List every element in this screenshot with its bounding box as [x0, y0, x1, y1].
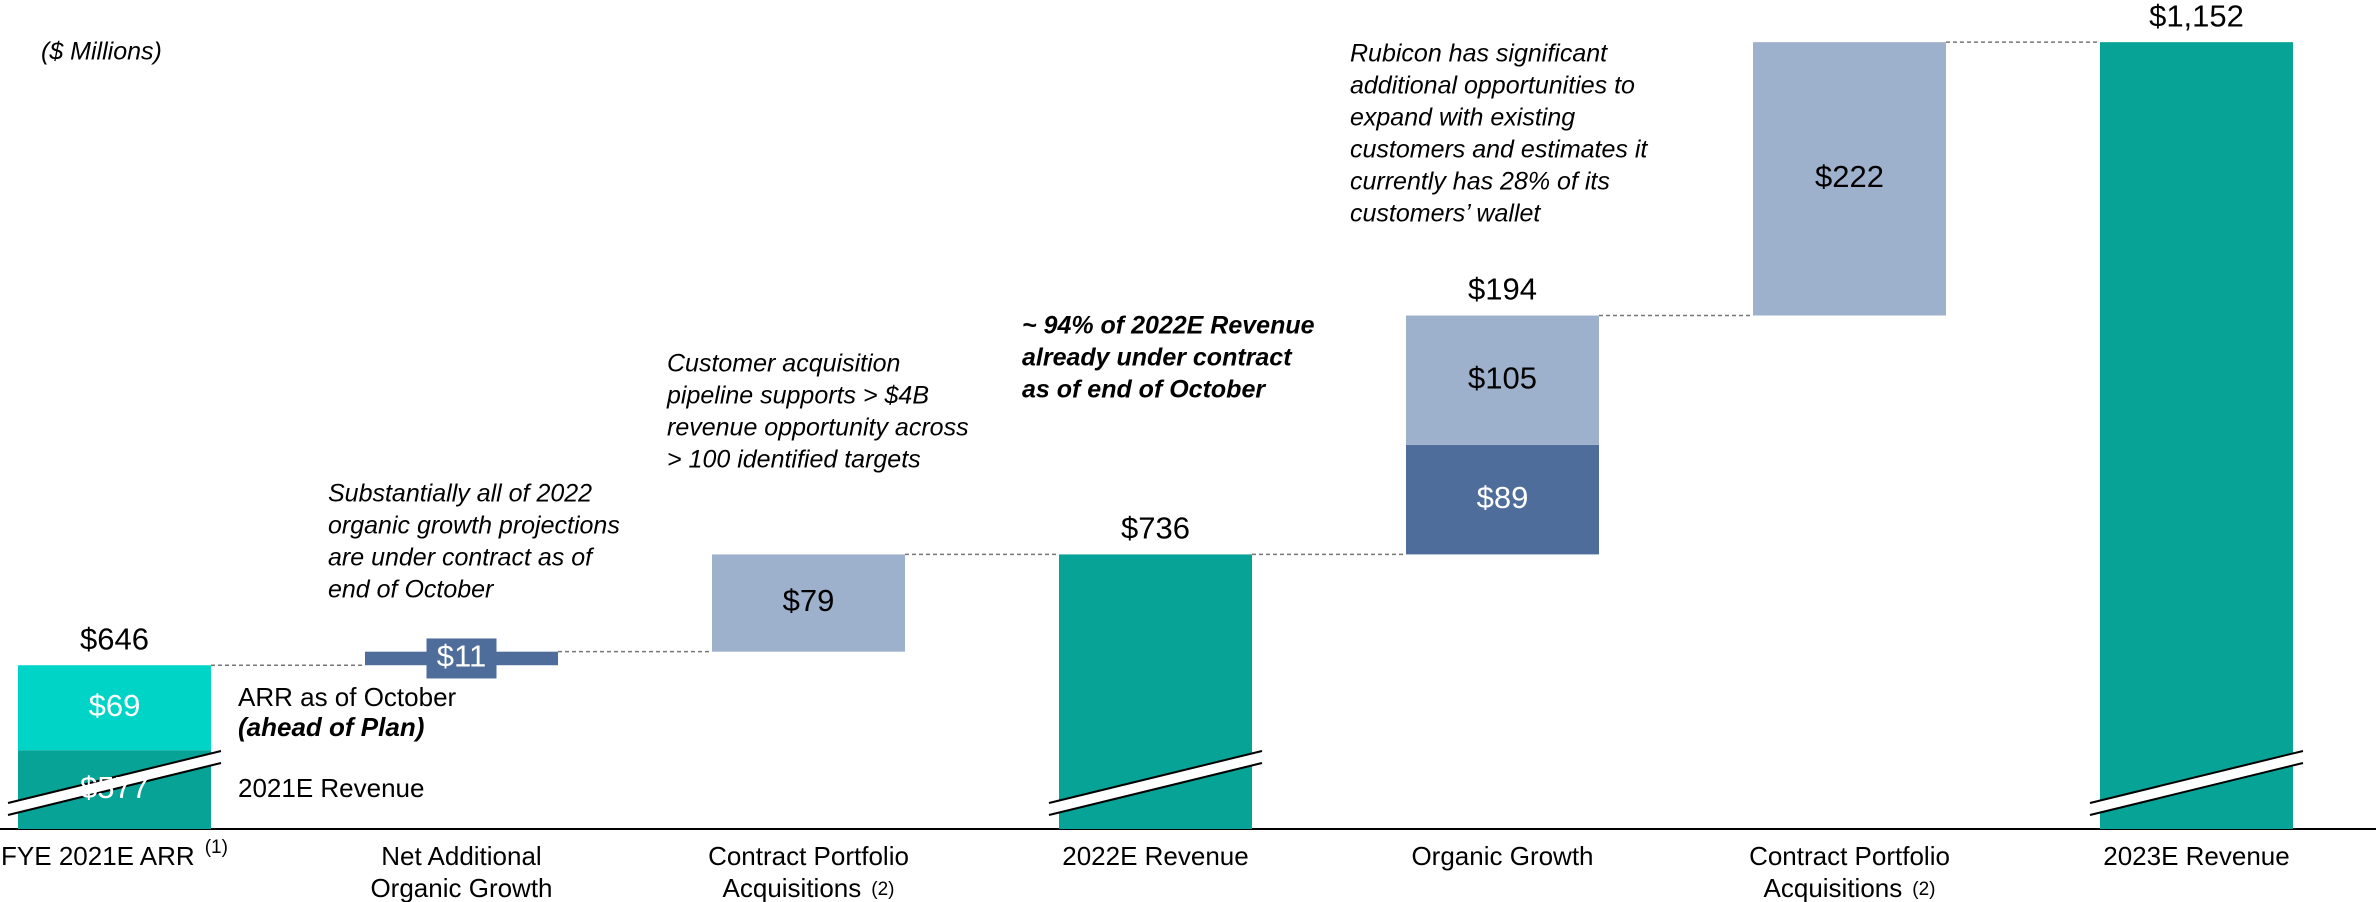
axis-break-edge — [1048, 750, 1263, 804]
total-label: $194 — [1468, 272, 1537, 307]
x-tick-label-line: 2022E Revenue — [1062, 841, 1248, 871]
annotation: Substantially all of 2022 — [328, 480, 592, 508]
bar-segment — [18, 665, 211, 751]
annotation: organic growth projections — [328, 512, 620, 540]
annotation: customers and estimates it — [1350, 136, 1648, 164]
annotation: ~ 94% of 2022E Revenue — [1022, 312, 1315, 340]
unit-note: ($ Millions) — [41, 38, 162, 66]
bar-segment — [2100, 42, 2293, 830]
axis-break-edge — [7, 750, 222, 804]
value-label: $105 — [1468, 360, 1537, 395]
x-tick-label: FYE 2021E ARR (1) — [1, 837, 228, 871]
annotation: already under contract — [1022, 344, 1293, 372]
value-label: $222 — [1815, 159, 1884, 194]
x-tick-label-line: Acquisitions — [723, 873, 862, 902]
bar-segment — [1406, 315, 1599, 445]
footnote: (1) — [205, 837, 228, 858]
value-label: $577 — [80, 770, 149, 805]
footnote: (2) — [871, 879, 894, 900]
axis-break — [1049, 751, 1262, 815]
annotation: pipeline supports > $4B — [666, 382, 929, 410]
axis-break-edge — [1048, 762, 1263, 816]
annotation: as of end of October — [1022, 376, 1266, 404]
x-tick-label: Contract Portfolio — [1749, 841, 1950, 871]
total-label: $646 — [80, 621, 149, 656]
annotation: are under contract as of — [328, 544, 595, 572]
annotation: customers’ wallet — [1350, 200, 1541, 228]
x-tick-label: Net Additional — [381, 841, 541, 871]
x-tick-label-line: Contract Portfolio — [708, 841, 909, 871]
x-tick-label: Organic Growth — [370, 873, 552, 902]
annotation: additional opportunities to — [1350, 72, 1635, 100]
axis-break — [8, 751, 221, 815]
annotation: Customer acquisition — [667, 350, 900, 378]
x-tick-label-line: Net Additional — [381, 841, 541, 871]
x-tick-label: Acquisitions (2) — [1764, 873, 1936, 902]
annotation: Rubicon has significant — [1350, 40, 1608, 68]
axis-break — [2090, 751, 2303, 815]
side-label: (ahead of Plan) — [238, 712, 424, 742]
x-tick-label: Organic Growth — [1411, 841, 1593, 871]
annotation: expand with existing — [1350, 104, 1575, 132]
value-label-box — [426, 638, 497, 679]
value-label: $89 — [1477, 480, 1529, 515]
annotation: revenue opportunity across — [667, 414, 969, 442]
x-tick-label-line: 2023E Revenue — [2103, 841, 2289, 871]
x-tick-label: 2022E Revenue — [1062, 841, 1248, 871]
value-label: $1,152 — [2149, 0, 2244, 33]
x-tick-label: Contract Portfolio — [708, 841, 909, 871]
value-label: $736 — [1121, 511, 1190, 546]
footnote: (2) — [1912, 879, 1935, 900]
x-tick-label: Acquisitions (2) — [723, 873, 895, 902]
annotation: end of October — [328, 576, 495, 604]
axis-break-edge — [2089, 750, 2304, 804]
annotation: currently has 28% of its — [1350, 168, 1610, 196]
side-label: 2021E Revenue — [238, 773, 424, 803]
value-label: $79 — [783, 583, 835, 618]
axis-break-edge — [7, 762, 222, 816]
annotation: > 100 identified targets — [667, 446, 921, 474]
x-tick-label-line: Organic Growth — [1411, 841, 1593, 871]
side-label: ARR as of October — [238, 682, 457, 712]
bar-segment — [1406, 444, 1599, 555]
x-tick-label-line: FYE 2021E ARR — [1, 841, 195, 871]
value-label: $11 — [437, 639, 486, 674]
x-tick-label-line: Contract Portfolio — [1749, 841, 1950, 871]
x-tick-label: 2023E Revenue — [2103, 841, 2289, 871]
bar-segment — [1753, 42, 1946, 316]
bar-segment — [712, 554, 905, 652]
x-tick-label-line: Acquisitions — [1764, 873, 1903, 902]
axis-break-edge — [2089, 762, 2304, 816]
x-tick-label-line: Organic Growth — [370, 873, 552, 902]
value-label: $69 — [89, 688, 141, 723]
